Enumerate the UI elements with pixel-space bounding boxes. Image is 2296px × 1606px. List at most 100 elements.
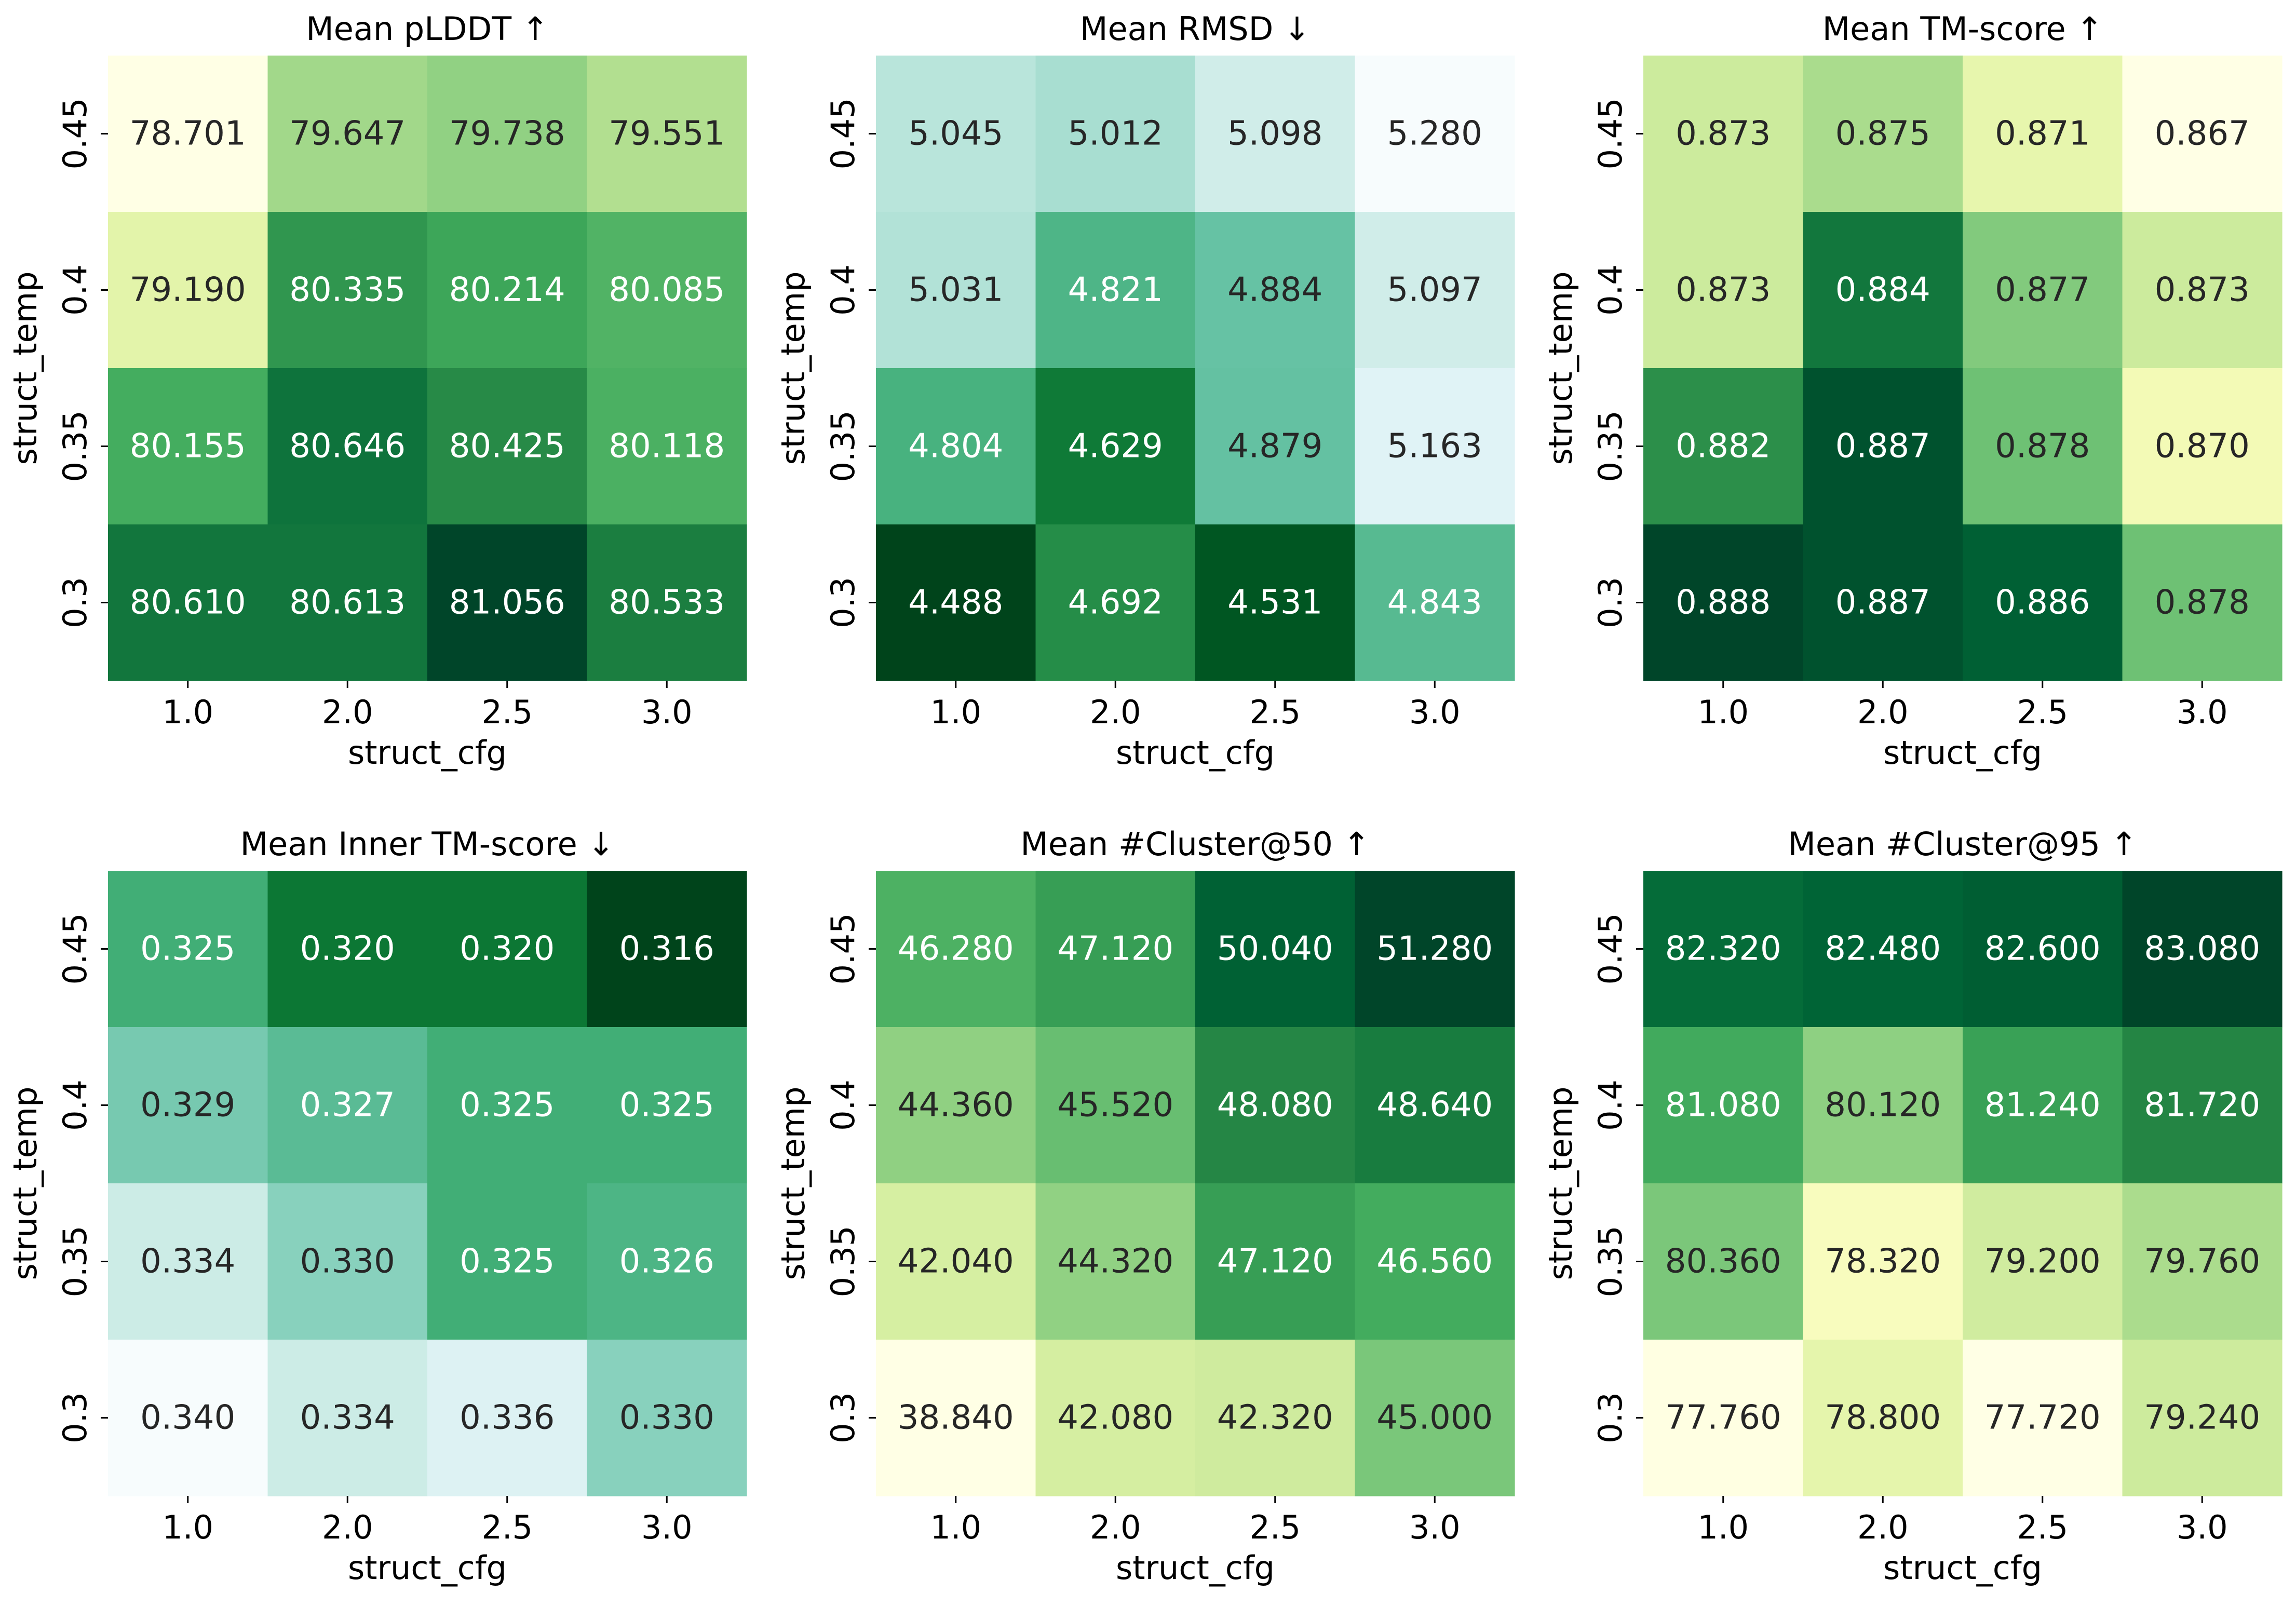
cell-value-label: 80.425 bbox=[449, 427, 565, 466]
heatmap-cell bbox=[267, 1340, 428, 1496]
heatmap-cell bbox=[427, 524, 588, 681]
x-tick-label: 2.0 bbox=[1090, 693, 1141, 731]
heatmap-cell bbox=[1355, 1340, 1515, 1496]
y-tick-label: 0.45 bbox=[824, 98, 862, 169]
cell-value-label: 47.120 bbox=[1057, 930, 1173, 968]
y-tick-label: 0.45 bbox=[56, 913, 94, 984]
y-tick-label: 0.35 bbox=[824, 410, 862, 482]
y-axis-label: struct_temp bbox=[1542, 1087, 1579, 1280]
heatmap-cell bbox=[1035, 1027, 1196, 1184]
heatmap-cell bbox=[2122, 524, 2283, 681]
cell-value-label: 0.867 bbox=[2155, 115, 2250, 153]
cell-value-label: 80.214 bbox=[449, 271, 565, 309]
cell-value-label: 80.085 bbox=[609, 271, 725, 309]
cell-value-label: 4.821 bbox=[1068, 271, 1163, 309]
cell-value-label: 48.640 bbox=[1376, 1086, 1493, 1125]
y-axis-label: struct_temp bbox=[1542, 272, 1579, 465]
cell-value-label: 80.613 bbox=[289, 584, 406, 622]
x-tick-label: 2.5 bbox=[481, 693, 533, 731]
heatmap-panel: Mean #Cluster@95 ↑ 82.320 82.480 82.600 83.0… bbox=[1542, 825, 2283, 1587]
cell-value-label: 4.884 bbox=[1227, 271, 1322, 309]
cell-value-label: 42.320 bbox=[1217, 1399, 1333, 1437]
chart-title: Mean RMSD ↓ bbox=[1080, 10, 1311, 48]
cell-value-label: 80.118 bbox=[609, 427, 725, 466]
cell-value-label: 0.878 bbox=[2155, 584, 2250, 622]
x-tick-label: 2.5 bbox=[481, 1508, 533, 1546]
cell-value-label: 0.870 bbox=[2155, 427, 2250, 466]
heatmap-cell bbox=[1803, 56, 1963, 212]
y-tick-label: 0.4 bbox=[56, 1079, 94, 1131]
x-axis-label: struct_cfg bbox=[348, 734, 507, 772]
heatmap-cell bbox=[876, 368, 1036, 525]
cell-value-label: 5.097 bbox=[1387, 271, 1482, 309]
cell-value-label: 5.280 bbox=[1387, 115, 1482, 153]
cell-value-label: 82.600 bbox=[1984, 930, 2101, 968]
heatmap-cell bbox=[1355, 56, 1515, 212]
heatmap-panel: Mean #Cluster@50 ↑ 46.280 47.120 50.040 51.2… bbox=[774, 825, 1515, 1587]
heatmap-cell bbox=[1643, 212, 1804, 369]
heatmap-cell bbox=[587, 212, 747, 369]
heatmap-cell bbox=[108, 1340, 268, 1496]
x-tick-label: 2.0 bbox=[1857, 693, 1909, 731]
heatmap-cell bbox=[1035, 871, 1196, 1028]
x-tick-label: 1.0 bbox=[1697, 1508, 1749, 1546]
y-tick-label: 0.4 bbox=[1591, 264, 1629, 316]
y-tick-label: 0.45 bbox=[1591, 913, 1629, 984]
chart-title: Mean pLDDT ↑ bbox=[306, 10, 549, 48]
x-axis-label: struct_cfg bbox=[1116, 1549, 1275, 1587]
y-tick-label: 0.3 bbox=[1591, 577, 1629, 628]
cell-value-label: 81.720 bbox=[2144, 1086, 2260, 1125]
heatmap-cell bbox=[876, 1183, 1036, 1340]
cell-value-label: 5.045 bbox=[908, 115, 1003, 153]
heatmap-cell bbox=[1355, 1027, 1515, 1184]
cell-value-label: 80.120 bbox=[1825, 1086, 1941, 1125]
heatmap-cell bbox=[267, 871, 428, 1028]
cell-value-label: 42.080 bbox=[1057, 1399, 1173, 1437]
x-tick-label: 1.0 bbox=[162, 1508, 213, 1546]
cell-value-label: 78.800 bbox=[1825, 1399, 1941, 1437]
heatmap-cell bbox=[1803, 524, 1963, 681]
heatmap-cell bbox=[1643, 1183, 1804, 1340]
heatmap-cell bbox=[1035, 56, 1196, 212]
cell-value-label: 0.330 bbox=[300, 1243, 395, 1281]
cell-value-label: 79.190 bbox=[130, 271, 246, 309]
heatmap-cell bbox=[2122, 1340, 2283, 1496]
cell-value-label: 79.647 bbox=[289, 115, 406, 153]
x-tick-label: 3.0 bbox=[1409, 1508, 1461, 1546]
cell-value-label: 80.155 bbox=[130, 427, 246, 466]
y-axis-label: struct_temp bbox=[774, 272, 812, 465]
cell-value-label: 51.280 bbox=[1376, 930, 1493, 968]
cell-value-label: 0.325 bbox=[460, 1243, 555, 1281]
cell-value-label: 0.334 bbox=[300, 1399, 395, 1437]
cell-value-label: 77.720 bbox=[1984, 1399, 2101, 1437]
heatmap-cell bbox=[1963, 56, 2123, 212]
cell-value-label: 0.887 bbox=[1835, 584, 1930, 622]
cell-value-label: 5.163 bbox=[1387, 427, 1482, 466]
cell-value-label: 0.327 bbox=[300, 1086, 395, 1125]
cell-value-label: 79.738 bbox=[449, 115, 565, 153]
heatmap-cell bbox=[1963, 524, 2123, 681]
heatmap-cell bbox=[876, 524, 1036, 681]
cell-value-label: 78.320 bbox=[1825, 1243, 1941, 1281]
cell-value-label: 80.335 bbox=[289, 271, 406, 309]
heatmap-cell bbox=[267, 368, 428, 525]
heatmap-cell bbox=[267, 1027, 428, 1184]
cell-value-label: 5.098 bbox=[1227, 115, 1322, 153]
y-tick-label: 0.35 bbox=[1591, 1225, 1629, 1297]
cell-value-label: 50.040 bbox=[1217, 930, 1333, 968]
x-tick-label: 2.5 bbox=[2017, 1508, 2068, 1546]
x-axis-label: struct_cfg bbox=[1883, 1549, 2042, 1587]
heatmap-cell bbox=[427, 368, 588, 525]
cell-value-label: 42.040 bbox=[898, 1243, 1014, 1281]
cell-value-label: 0.336 bbox=[460, 1399, 555, 1437]
heatmap-cell bbox=[427, 1183, 588, 1340]
cell-value-label: 77.760 bbox=[1665, 1399, 1781, 1437]
heatmap-cell bbox=[1643, 368, 1804, 525]
cell-value-label: 80.360 bbox=[1665, 1243, 1781, 1281]
heatmap-cell bbox=[108, 56, 268, 212]
cell-value-label: 81.240 bbox=[1984, 1086, 2101, 1125]
heatmap-cell bbox=[267, 1183, 428, 1340]
heatmap-cell bbox=[2122, 368, 2283, 525]
heatmap-cell bbox=[2122, 871, 2283, 1028]
heatmap-cell bbox=[1195, 1183, 1356, 1340]
